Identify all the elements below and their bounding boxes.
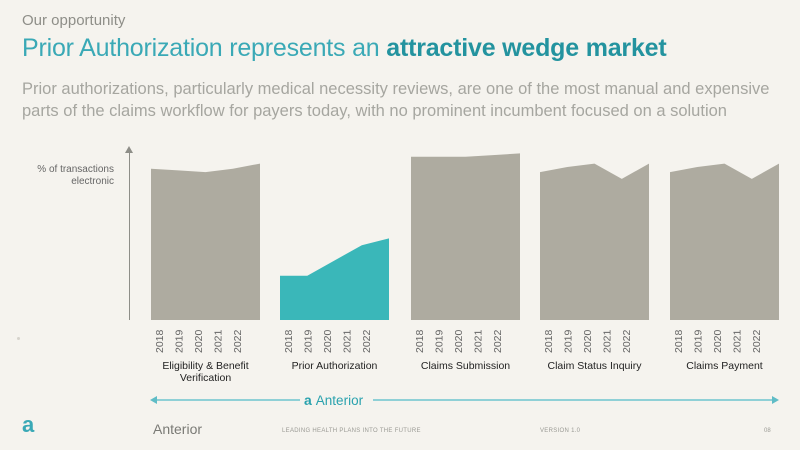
x-tick-label: 2021 bbox=[213, 329, 225, 353]
x-tick-label: 2020 bbox=[322, 329, 334, 353]
footer-tagline: LEADING HEALTH PLANS INTO THE FUTURE bbox=[282, 428, 421, 434]
area-series-prior-authorization bbox=[280, 238, 389, 320]
page-subtitle: Prior authorizations, particularly medic… bbox=[22, 80, 770, 120]
footer-version: VERSION 1.0 bbox=[540, 428, 581, 434]
category-label: Claims Submission bbox=[420, 360, 511, 372]
x-tick-label: 2019 bbox=[693, 329, 705, 353]
x-tick-label: 2022 bbox=[621, 329, 633, 353]
y-axis-arrow-icon bbox=[125, 146, 133, 153]
anterior-logo-icon: a bbox=[304, 392, 312, 408]
footer-logo-icon: a bbox=[22, 412, 35, 437]
category-label: Prior Authorization bbox=[291, 360, 378, 372]
area-series-claims-payment bbox=[670, 163, 779, 320]
category-label: Eligibility & Benefit Verification bbox=[162, 360, 249, 384]
section-eyebrow: Our opportunity bbox=[22, 12, 126, 29]
x-tick-label: 2022 bbox=[492, 329, 504, 353]
y-axis-label: % of transactions electronic bbox=[37, 164, 114, 187]
footer-page-number: 08 bbox=[764, 428, 771, 434]
x-tick-label: 2022 bbox=[232, 329, 244, 353]
area-series-claim-status-inquiry bbox=[540, 163, 649, 320]
area-series-claims-submission bbox=[411, 153, 520, 320]
area-chart: 2018 2019 2020 2021 2022 2018 2019 2020 2021 2022… bbox=[151, 153, 779, 353]
bracket-right-arrow-icon bbox=[772, 396, 779, 404]
x-tick-label: 2020 bbox=[453, 329, 465, 353]
bracket-line-right bbox=[373, 399, 772, 401]
y-axis-line bbox=[129, 152, 130, 320]
x-tick-label: 2018 bbox=[414, 329, 426, 353]
x-tick-label: 2019 bbox=[434, 329, 446, 353]
decorative-dot bbox=[17, 337, 20, 340]
x-tick-label: 2018 bbox=[283, 329, 295, 353]
bracket-brand: a Anterior bbox=[304, 391, 363, 409]
title-plain: Prior Authorization represents an bbox=[22, 34, 387, 62]
x-tick-label: 2021 bbox=[473, 329, 485, 353]
x-tick-label: 2021 bbox=[342, 329, 354, 353]
x-tick-label: 2018 bbox=[543, 329, 555, 353]
page-title: Prior Authorization represents an attrac… bbox=[22, 34, 667, 63]
title-emphasis: attractive wedge market bbox=[386, 34, 667, 62]
x-tick-label: 2020 bbox=[582, 329, 594, 353]
x-tick-label: 2021 bbox=[732, 329, 744, 353]
x-tick-label: 2018 bbox=[154, 329, 166, 353]
category-label: Claims Payment bbox=[686, 360, 763, 372]
x-tick-label: 2019 bbox=[303, 329, 315, 353]
bracket-left-arrow-icon bbox=[150, 396, 157, 404]
category-label: Claim Status Inquiry bbox=[547, 360, 642, 372]
bracket-line-left bbox=[157, 399, 300, 401]
x-tick-label: 2019 bbox=[563, 329, 575, 353]
bracket-brand-label: Anterior bbox=[315, 392, 364, 408]
footer-brand: Anterior bbox=[153, 421, 203, 437]
x-tick-label: 2021 bbox=[602, 329, 614, 353]
x-tick-label: 2020 bbox=[193, 329, 205, 353]
x-tick-label: 2022 bbox=[361, 329, 373, 353]
x-tick-label: 2020 bbox=[712, 329, 724, 353]
x-tick-label: 2019 bbox=[174, 329, 186, 353]
x-tick-label: 2018 bbox=[673, 329, 685, 353]
x-tick-label: 2022 bbox=[751, 329, 763, 353]
area-series-eligibility-benefit-verification bbox=[151, 163, 260, 320]
